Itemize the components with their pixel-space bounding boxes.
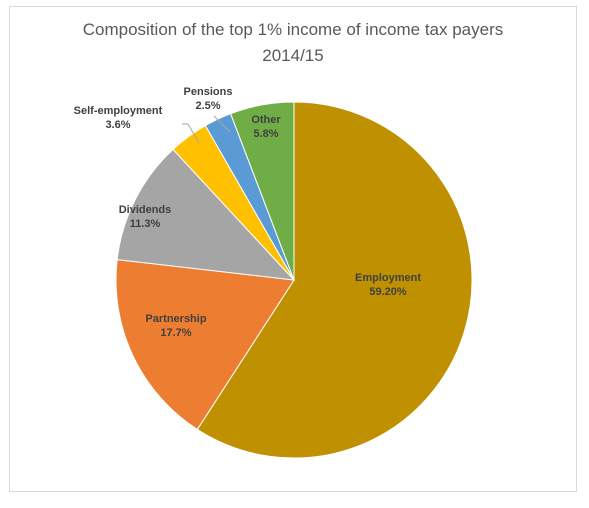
data-label-partnership: Partnership 17.7% <box>145 313 206 339</box>
chart-title: Composition of the top 1% income of inco… <box>10 17 576 69</box>
slice-name-pensions: Pensions <box>184 86 233 98</box>
pie-slice-partnership <box>115 259 295 431</box>
pie-slice-dividends <box>116 148 296 281</box>
slice-value-other: 5.8% <box>253 128 278 140</box>
slice-name-self-employment: Self-employment <box>74 105 163 117</box>
slice-name-employment: Employment <box>355 272 421 284</box>
slice-value-partnership: 17.7% <box>160 327 191 339</box>
leader-line-self-employment <box>182 123 200 144</box>
data-label-self-employment: Self-employment 3.6% <box>74 105 163 131</box>
data-label-dividends: Dividends 11.3% <box>119 204 172 230</box>
chart-title-line-2: 2014/15 <box>262 46 324 65</box>
leader-line-pensions <box>213 115 231 133</box>
pie-slice-other <box>229 101 295 281</box>
slice-value-dividends: 11.3% <box>130 218 161 230</box>
pie-slice-employment <box>196 101 473 459</box>
slice-name-other: Other <box>251 114 281 126</box>
slice-name-dividends: Dividends <box>119 204 172 216</box>
data-label-employment: Employment 59.20% <box>355 272 421 298</box>
data-label-pensions: Pensions 2.5% <box>184 86 233 112</box>
slice-name-partnership: Partnership <box>145 313 206 325</box>
slice-value-pensions: 2.5% <box>195 100 220 112</box>
chart-title-line-1: Composition of the top 1% income of inco… <box>82 20 504 39</box>
slice-value-self-employment: 3.6% <box>105 119 130 131</box>
data-label-other: Other 5.8% <box>251 114 281 140</box>
slice-value-employment: 59.20% <box>369 286 407 298</box>
